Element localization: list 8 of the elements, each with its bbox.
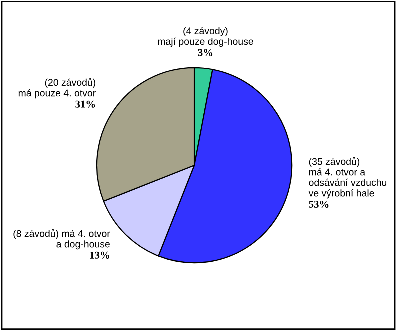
slice-label: (8 závodů) má 4. otvor a dog-house [14, 229, 110, 250]
slice-label: (20 závodů) má pouze 4. otvor [18, 78, 96, 99]
data-label: 31% [76, 100, 96, 108]
data-label: 13% [90, 252, 110, 259]
data-label: 53% [309, 200, 329, 208]
slice-label: (35 závodů) má 4. otvor a odsávání vzduchu ve výrobní hale [308, 157, 387, 199]
data-label: 3% [198, 49, 213, 56]
slice-label: (4 závody) mají pouze dog-house [158, 27, 254, 48]
